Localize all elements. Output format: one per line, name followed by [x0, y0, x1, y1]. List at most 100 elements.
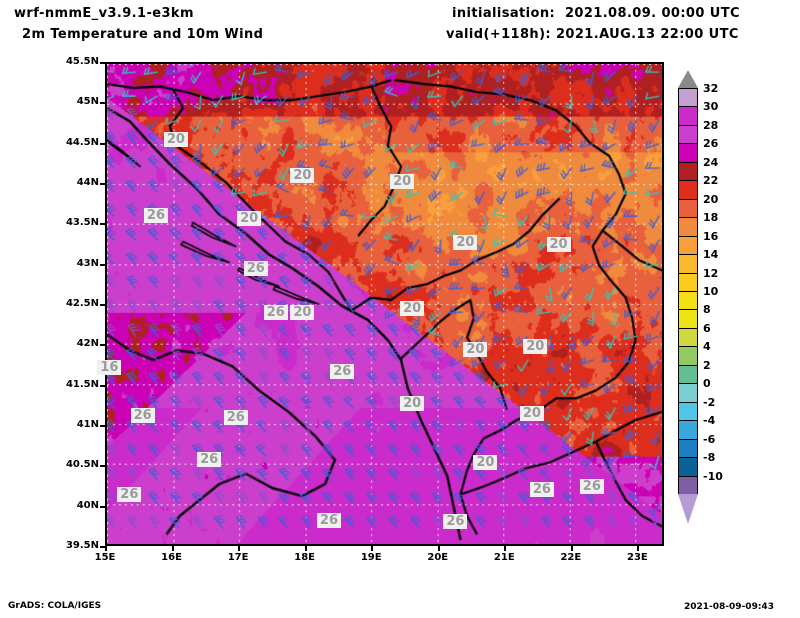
y-axis-tickmark — [100, 263, 105, 266]
contour-label: 20 — [546, 236, 571, 252]
contour-label: 20 — [523, 339, 548, 355]
y-axis-tick: 43.5N — [65, 217, 99, 229]
contour-label: 20 — [473, 454, 498, 470]
contour-label: 26 — [243, 261, 268, 277]
colorbar-swatch — [679, 89, 697, 108]
field-name-title: 2m Temperature and 10m Wind — [22, 27, 264, 42]
y-axis-tick: 41N — [76, 419, 99, 430]
colorbar-tick-label: 10 — [703, 285, 719, 298]
colorbar-swatch — [679, 328, 697, 348]
colorbar-swatch — [679, 144, 697, 163]
y-axis-tick: 42.5N — [65, 298, 99, 309]
x-axis-tick: 18E — [294, 552, 316, 563]
colorbar-swatch — [679, 236, 697, 256]
colorbar-tick-label: -2 — [703, 395, 716, 409]
y-axis-tick: 40N — [76, 499, 99, 511]
y-axis-tick: 44.5N — [65, 136, 99, 148]
x-axis-tick: 21E — [493, 552, 515, 563]
colorbar-swatch — [679, 199, 697, 219]
contour-label: 16 — [97, 359, 122, 375]
x-axis-tick: 23E — [627, 552, 648, 563]
colorbar-swatch — [679, 365, 697, 385]
y-axis-tickmark — [100, 425, 105, 427]
colorbar-under-arrow — [678, 494, 698, 524]
contour-label: 26 — [443, 514, 468, 530]
y-axis-tickmark — [100, 505, 105, 508]
colorbar-tick-label: 16 — [703, 229, 719, 243]
contour-label: 20 — [519, 406, 544, 422]
colorbar-swatch — [679, 402, 697, 422]
colorbar-swatch — [679, 384, 697, 403]
colorbar-tick-label: 14 — [703, 248, 719, 262]
contour-label: 26 — [197, 452, 222, 468]
colorbar-tick-label: 20 — [703, 192, 719, 206]
y-axis-tick: 42N — [76, 338, 99, 350]
colorbar-tick-label: -10 — [703, 469, 723, 483]
colorbar-swatch — [679, 181, 697, 200]
colorbar-tick-label: -8 — [703, 451, 716, 465]
contour-label: 20 — [290, 167, 315, 183]
y-axis-tick: 40.5N — [65, 459, 99, 471]
model-name-title: wrf-nmmE_v3.9.1-e3km — [14, 6, 194, 21]
contour-label: 26 — [316, 512, 342, 528]
y-axis-tick: 39.5N — [65, 540, 99, 551]
colorbar-swatch — [679, 162, 697, 182]
colorbar-tick-label: 12 — [703, 266, 719, 280]
temperature-map-plot[interactable] — [105, 62, 664, 546]
colorbar-swatch — [679, 458, 697, 477]
y-axis-tickmark — [100, 546, 105, 548]
contour-label: 26 — [529, 482, 554, 498]
colorbar-swatch — [679, 310, 697, 329]
contour-label: 26 — [579, 478, 604, 494]
contour-label: 26 — [143, 207, 168, 223]
contour-label: 20 — [237, 211, 262, 227]
x-axis-tickmark — [437, 546, 440, 551]
colorbar-tick-label: 26 — [703, 137, 719, 151]
y-axis-tickmark — [100, 304, 105, 306]
contour-label: 20 — [453, 234, 478, 250]
colorbar-tick-label: 2 — [703, 358, 711, 372]
x-axis-tickmark — [238, 546, 241, 551]
contour-label: 20 — [290, 304, 315, 320]
y-axis-tickmark — [100, 384, 105, 387]
y-axis-tickmark — [100, 62, 105, 64]
contour-label: 26 — [263, 304, 288, 320]
colorbar-swatch — [679, 255, 697, 274]
contour-label: 20 — [400, 301, 425, 317]
x-axis-tickmark — [304, 546, 307, 551]
colorbar-tick-label: 0 — [703, 377, 711, 391]
colorbar-tick-label: 6 — [703, 321, 711, 335]
y-axis-tickmark — [100, 183, 105, 185]
colorbar[interactable] — [678, 88, 698, 495]
y-axis-tickmark — [100, 102, 105, 105]
x-axis-tick: 20E — [427, 552, 449, 563]
colorbar-swatch — [679, 291, 697, 311]
contour-label: 26 — [130, 407, 155, 423]
x-axis-tick: 22E — [560, 552, 582, 563]
valid-time: valid(+118h): 2021.AUG.13 22:00 UTC — [446, 27, 739, 42]
x-axis-tick: 15E — [94, 552, 116, 563]
y-axis-tick: 41.5N — [65, 378, 99, 390]
colorbar-tick-label: 4 — [703, 340, 711, 354]
y-axis-tickmark — [100, 142, 105, 145]
temperature-field-canvas — [107, 64, 662, 544]
colorbar-tick-label: -4 — [703, 414, 716, 428]
contour-label: 20 — [390, 174, 415, 189]
y-axis-tickmark — [100, 223, 105, 226]
colorbar-over-arrow — [678, 70, 698, 88]
render-timestamp: 2021-08-09-09:43 — [684, 602, 774, 612]
y-axis-tick: 43N — [76, 257, 99, 269]
colorbar-swatch — [679, 439, 697, 459]
x-axis-tickmark — [504, 546, 507, 551]
x-axis-tickmark — [171, 546, 174, 551]
colorbar-tick-label: 30 — [703, 100, 719, 114]
y-axis-tickmark — [100, 344, 105, 347]
colorbar-swatch — [679, 218, 697, 237]
colorbar-tick-label: 24 — [703, 155, 719, 169]
initialisation-time: initialisation: 2021.08.09. 00:00 UTC — [452, 6, 740, 21]
colorbar-swatch — [679, 476, 697, 495]
x-axis-tickmark — [105, 546, 107, 551]
colorbar-swatch — [679, 347, 697, 366]
contour-label: 20 — [463, 341, 488, 357]
colorbar-tick-label: 8 — [703, 303, 711, 317]
